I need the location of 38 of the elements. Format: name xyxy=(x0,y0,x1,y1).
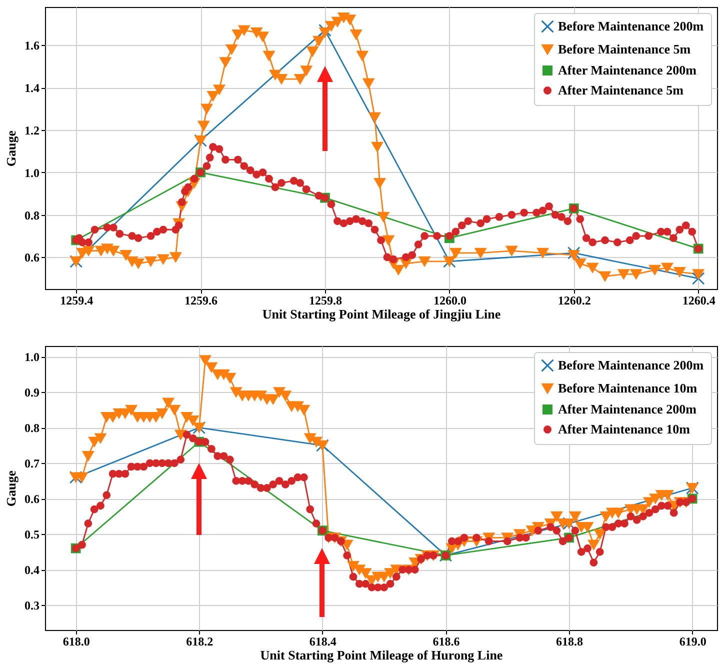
x-axis-title: Unit Starting Point Mileage of Hurong Line xyxy=(260,648,503,662)
x-tick-label: 618.2 xyxy=(186,634,214,648)
x-tick-label: 1259.8 xyxy=(309,294,342,308)
legend-label: After Maintenance 5m xyxy=(558,82,684,98)
legend-label: After Maintenance 200m xyxy=(558,402,697,416)
y-tick-label: 0.8 xyxy=(24,421,40,436)
x-axis-title: Unit Starting Point Mileage of Jingjiu Line xyxy=(262,306,501,322)
y-tick-label: 0.8 xyxy=(24,208,40,222)
y-axis-title: Gauge xyxy=(4,470,18,507)
y-tick-label: 0.6 xyxy=(24,250,40,265)
y-tick-label: 1.2 xyxy=(24,123,40,138)
x-tick-label: 618.6 xyxy=(432,634,460,648)
legend-label: Before Maintenance 5m xyxy=(558,42,691,56)
x-tick-label: 1260.0 xyxy=(433,294,466,308)
y-tick-label: 0.3 xyxy=(24,598,40,613)
y-tick-label: 1.0 xyxy=(24,166,40,180)
x-tick-label: 1259.4 xyxy=(60,294,94,308)
x-tick-label: 618.4 xyxy=(309,634,336,648)
y-tick-label: 0.5 xyxy=(24,528,40,542)
legend-label: Before Maintenance 200m xyxy=(558,18,704,34)
legend-label: Before Maintenance 10m xyxy=(558,380,698,396)
y-tick-label: 0.9 xyxy=(24,386,40,400)
x-tick-label: 1260.2 xyxy=(558,294,591,308)
x-tick-label: 1259.6 xyxy=(184,294,218,308)
x-tick-label: 619.0 xyxy=(679,634,706,648)
y-tick-label: 0.4 xyxy=(24,563,40,578)
y-tick-label: 0.7 xyxy=(24,456,40,471)
y-tick-label: 0.6 xyxy=(24,492,40,506)
legend-label: Before Maintenance 200m xyxy=(558,358,704,372)
x-tick-label: 618.8 xyxy=(556,634,584,648)
y-tick-label: 1.0 xyxy=(24,350,40,364)
legend-label: After Maintenance 200m xyxy=(558,62,697,78)
x-tick-label: 1260.4 xyxy=(682,294,716,308)
legend-label: After Maintenance 10m xyxy=(558,422,690,436)
y-tick-label: 1.4 xyxy=(24,81,40,96)
x-tick-label: 618.0 xyxy=(62,634,90,648)
y-axis-title: Gauge xyxy=(4,130,18,167)
y-tick-label: 1.6 xyxy=(24,38,40,53)
